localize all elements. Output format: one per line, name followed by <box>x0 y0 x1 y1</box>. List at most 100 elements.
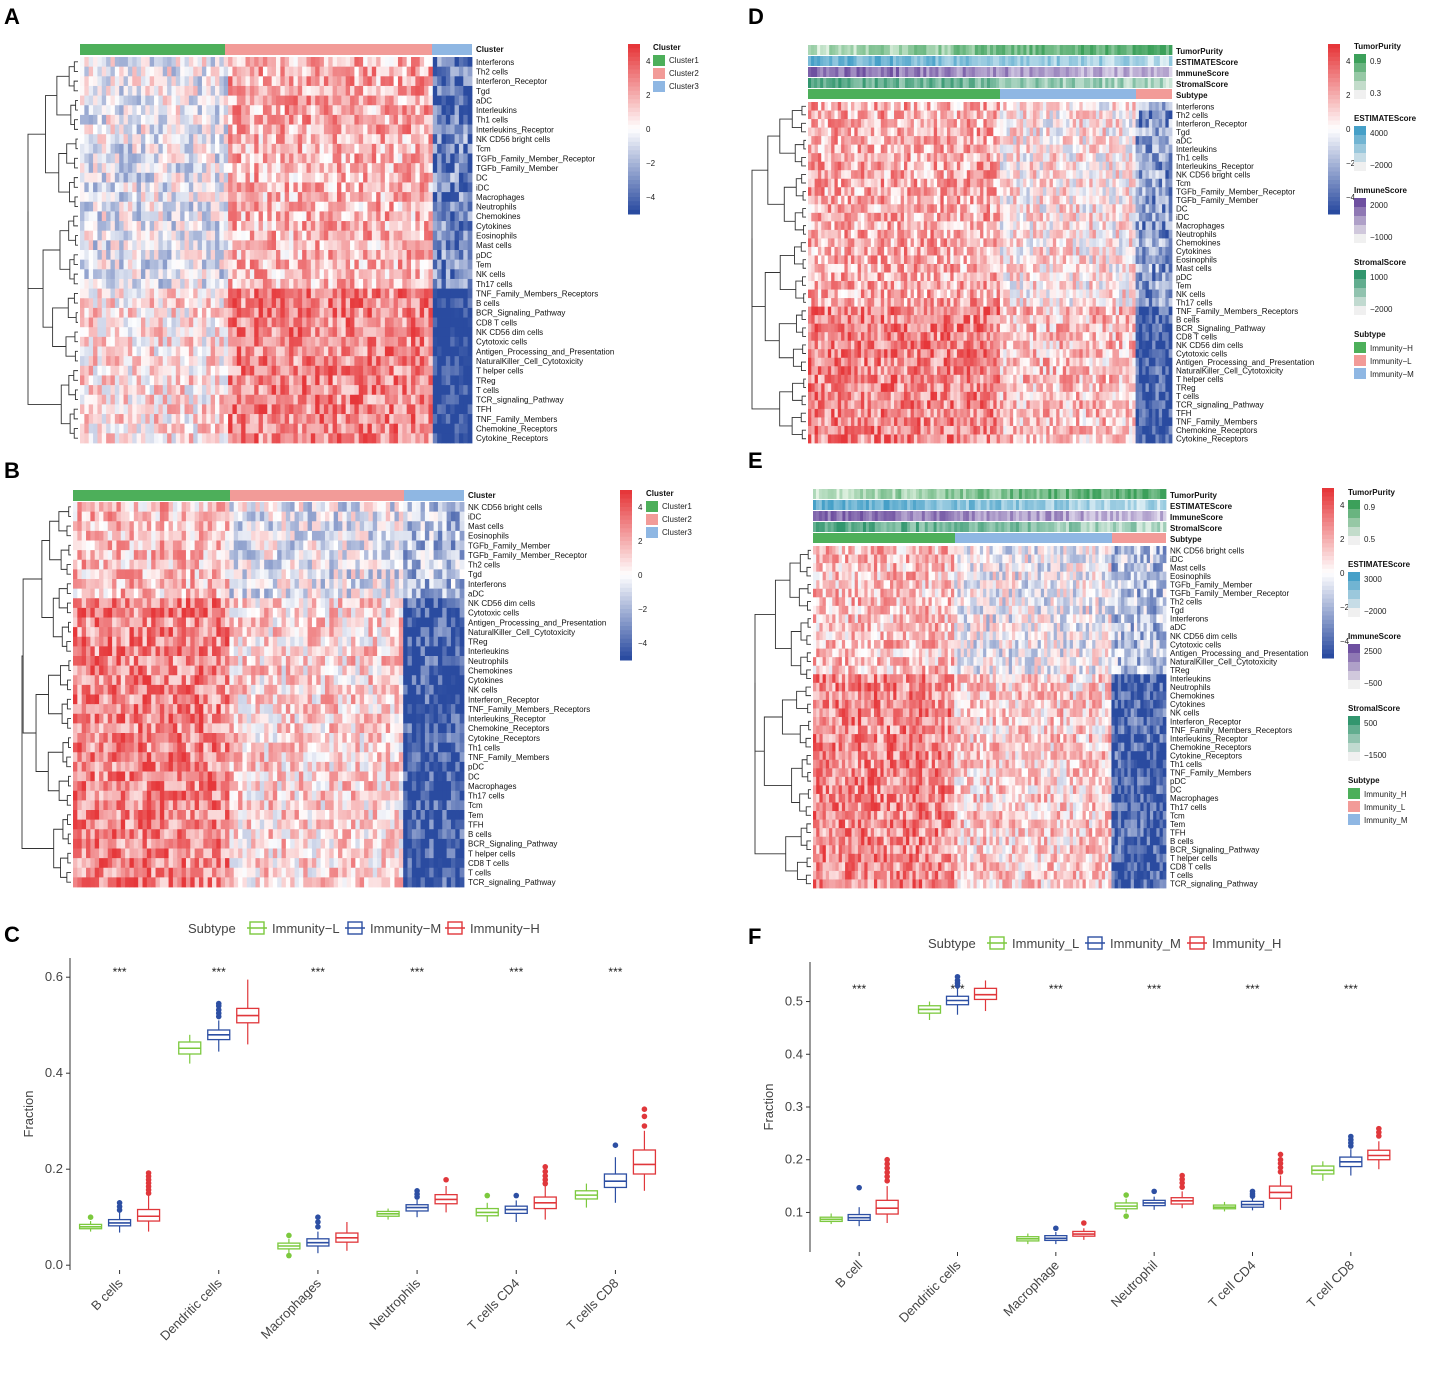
heatmap-cell <box>172 752 178 763</box>
heatmap-cell <box>116 665 122 676</box>
heatmap-cell <box>114 95 120 106</box>
heatmap-cell <box>201 404 207 415</box>
heatmap-cell <box>94 694 100 705</box>
heatmap-cell <box>310 201 316 212</box>
heatmap-cell <box>262 172 268 183</box>
heatmap-cell <box>146 877 152 888</box>
heatmap-cell <box>336 85 342 96</box>
heatmap-cell <box>219 105 225 116</box>
heatmap-cell <box>203 752 209 763</box>
heatmap-cell <box>90 858 96 869</box>
heatmap-cell <box>114 105 120 116</box>
heatmap-cell <box>450 105 455 116</box>
heatmap-cell <box>463 433 469 444</box>
heatmap-cell <box>142 858 148 869</box>
heatmap-cell <box>146 540 152 551</box>
heatmap-cell <box>99 540 104 551</box>
heatmap-cell <box>280 317 286 328</box>
heatmap-cell <box>80 414 85 425</box>
heatmap-cell <box>142 675 148 686</box>
heatmap-row-label: iDC <box>476 183 490 192</box>
heatmap-cell <box>280 85 286 96</box>
heatmap-cell <box>397 57 403 68</box>
heatmap-cell <box>376 423 381 434</box>
heatmap-row-label: DC <box>476 174 488 183</box>
heatmap-cell <box>184 124 190 135</box>
heatmap-cell <box>310 317 316 328</box>
heatmap-cell <box>341 172 347 183</box>
heatmap-cell <box>149 201 155 212</box>
heatmap-cell <box>293 201 299 212</box>
heatmap-cell <box>99 819 104 830</box>
heatmap-cell <box>384 336 390 347</box>
heatmap-cell <box>142 877 148 888</box>
heatmap-cell <box>151 781 156 792</box>
heatmap-cell <box>158 414 164 425</box>
heatmap-cell <box>145 250 151 261</box>
heatmap-cell <box>358 182 364 193</box>
heatmap-cell <box>198 790 204 801</box>
heatmap-cell <box>284 278 290 289</box>
heatmap-cell <box>140 288 146 299</box>
heatmap-row-label: NK cells <box>476 270 505 279</box>
heatmap-cell <box>103 502 109 513</box>
heatmap-cell <box>336 307 342 318</box>
heatmap-cell <box>188 433 194 444</box>
heatmap-cell <box>132 124 138 135</box>
heatmap-cell <box>193 385 198 396</box>
heatmap-cell <box>228 423 233 434</box>
heatmap-cell <box>293 356 299 367</box>
heatmap-cell <box>336 250 342 261</box>
heatmap-cell <box>180 317 185 328</box>
heatmap-cell <box>284 433 290 444</box>
heatmap-cell <box>84 278 90 289</box>
heatmap-cell <box>367 143 373 154</box>
heatmap-cell <box>101 365 107 376</box>
heatmap-cell <box>341 385 347 396</box>
heatmap-cell <box>363 375 368 386</box>
heatmap-cell <box>198 665 204 676</box>
heatmap-cell <box>345 57 351 68</box>
heatmap-cell <box>367 57 373 68</box>
heatmap-cell <box>284 134 290 145</box>
heatmap-cell <box>280 269 286 280</box>
heatmap-cell <box>232 143 238 154</box>
heatmap-cell <box>345 153 351 164</box>
heatmap-cell <box>454 394 460 405</box>
heatmap-cell <box>267 105 273 116</box>
heatmap-cell <box>198 579 204 590</box>
heatmap-cell <box>127 317 133 328</box>
heatmap-cell <box>215 365 220 376</box>
heatmap-cell <box>437 66 442 77</box>
heatmap-cell <box>415 211 421 222</box>
heatmap-cell <box>376 192 381 203</box>
heatmap-cell <box>84 404 90 415</box>
heatmap-cell <box>271 375 277 386</box>
heatmap-cell <box>432 414 438 425</box>
heatmap-cell <box>197 423 203 434</box>
heatmap-cell <box>441 211 447 222</box>
heatmap-cell <box>171 433 177 444</box>
heatmap-cell <box>215 356 220 367</box>
heatmap-cell <box>86 694 91 705</box>
heatmap-cell <box>450 201 455 212</box>
heatmap-cell <box>116 588 122 599</box>
heatmap-cell <box>177 829 183 840</box>
heatmap-cell <box>350 356 355 367</box>
heatmap-cell <box>271 124 277 135</box>
heatmap-cell <box>315 230 320 241</box>
heatmap-cell <box>159 810 165 821</box>
heatmap-cell <box>376 365 381 376</box>
heatmap-cell <box>145 433 151 444</box>
heatmap-cell <box>184 153 190 164</box>
heatmap-cell <box>146 713 152 724</box>
heatmap-cell <box>172 646 178 657</box>
heatmap-cell <box>345 85 351 96</box>
heatmap-cell <box>77 733 83 744</box>
heatmap-cell <box>125 829 130 840</box>
heatmap-cell <box>245 240 251 251</box>
heatmap-cell <box>458 230 464 241</box>
heatmap-cell <box>110 76 116 87</box>
heatmap-cell <box>110 259 116 270</box>
heatmap-cell <box>223 317 229 328</box>
